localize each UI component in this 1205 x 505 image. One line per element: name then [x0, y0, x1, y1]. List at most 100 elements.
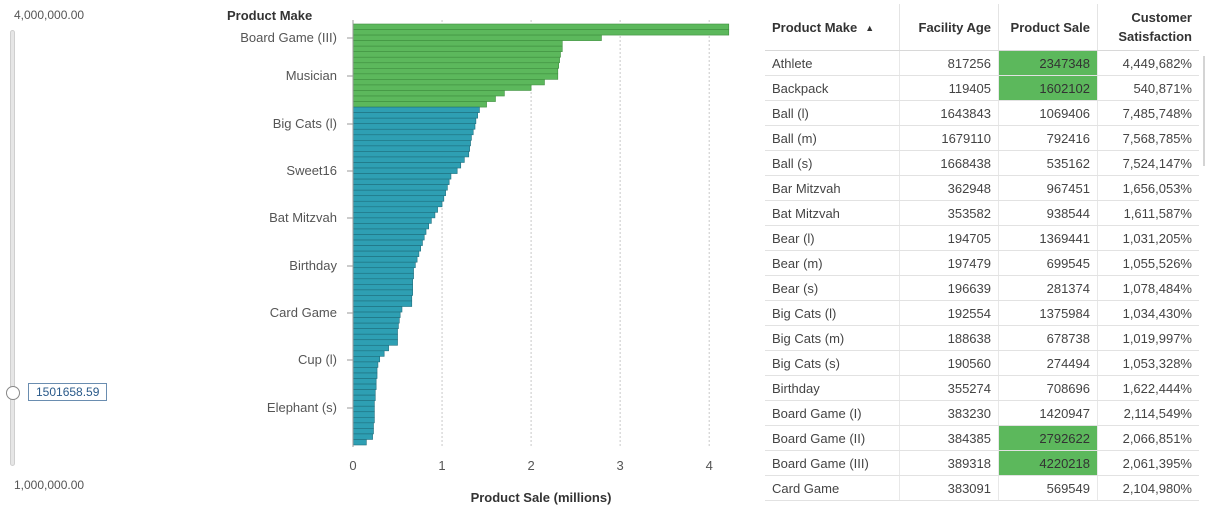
bar[interactable]: [352, 367, 378, 374]
bar[interactable]: [352, 272, 414, 280]
bar[interactable]: [352, 428, 374, 435]
bar[interactable]: [352, 62, 559, 69]
column-header-customer-satisfaction[interactable]: Customer Satisfaction: [1097, 4, 1199, 51]
table-row[interactable]: Board Game (III) 389318 4220218 2,061,395%: [765, 450, 1199, 476]
bar[interactable]: [352, 322, 399, 329]
bar[interactable]: [352, 234, 425, 241]
bar[interactable]: [352, 328, 398, 335]
bar[interactable]: [352, 156, 465, 163]
table-row[interactable]: Ball (l) 1643843 1069406 7,485,748%: [765, 100, 1199, 126]
bar[interactable]: [352, 123, 476, 130]
bar[interactable]: [352, 417, 375, 424]
table-row[interactable]: Board Game (I) 383230 1420947 2,114,549%: [765, 400, 1199, 426]
bar[interactable]: [352, 261, 416, 269]
table-row[interactable]: Bat Mitzvah 353582 938544 1,611,587%: [765, 200, 1199, 226]
bar[interactable]: [352, 178, 450, 185]
bar[interactable]: [352, 278, 413, 285]
bar[interactable]: [352, 173, 452, 180]
table-scrollbar[interactable]: [1203, 56, 1205, 166]
bar[interactable]: [352, 56, 560, 64]
bar[interactable]: [352, 411, 375, 418]
bar[interactable]: [352, 350, 385, 357]
bar[interactable]: [352, 128, 474, 136]
bar[interactable]: [352, 333, 398, 341]
table-row[interactable]: Bar Mitzvah 362948 967451 1,656,053%: [765, 175, 1199, 201]
bar[interactable]: [352, 311, 401, 318]
bar[interactable]: [352, 23, 730, 30]
bar[interactable]: [352, 405, 375, 413]
bar[interactable]: [352, 394, 376, 401]
table-row[interactable]: Bear (m) 197479 699545 1,055,526%: [765, 250, 1199, 276]
bar[interactable]: [352, 195, 445, 202]
bar[interactable]: [352, 267, 414, 274]
column-header-product-sale[interactable]: Product Sale: [998, 4, 1098, 51]
bar[interactable]: [352, 112, 478, 119]
bar[interactable]: [352, 439, 367, 446]
bar[interactable]: [352, 245, 421, 252]
bar[interactable]: [352, 162, 462, 169]
bar[interactable]: [352, 40, 563, 47]
bar[interactable]: [352, 84, 532, 91]
table-row[interactable]: Board Game (II) 384385 2792622 2,066,851%: [765, 425, 1199, 451]
bar[interactable]: [352, 151, 470, 158]
bar[interactable]: [352, 378, 377, 385]
bar[interactable]: [352, 73, 559, 80]
bar[interactable]: [352, 206, 438, 213]
bar[interactable]: [352, 117, 477, 125]
slider-handle[interactable]: [6, 386, 20, 401]
bar[interactable]: [352, 140, 471, 147]
slider-value-box[interactable]: 1501658.59: [28, 383, 108, 402]
bar[interactable]: [352, 217, 432, 224]
bar[interactable]: [352, 212, 436, 219]
bar[interactable]: [352, 184, 448, 191]
bar[interactable]: [352, 383, 377, 390]
bar[interactable]: [352, 295, 413, 302]
bar[interactable]: [352, 29, 730, 36]
bar[interactable]: [352, 68, 559, 75]
bar[interactable]: [352, 167, 458, 174]
bar[interactable]: [352, 300, 413, 307]
bar[interactable]: [352, 356, 381, 363]
table-row[interactable]: Big Cats (s) 190560 274494 1,053,328%: [765, 350, 1199, 376]
table-row[interactable]: Card Game 383091 569549 2,104,980%: [765, 475, 1199, 501]
bar[interactable]: [352, 45, 563, 52]
table-row[interactable]: Big Cats (m) 188638 678738 1,019,997%: [765, 325, 1199, 351]
bar[interactable]: [352, 339, 398, 346]
table-row[interactable]: Big Cats (l) 192554 1375984 1,034,430%: [765, 300, 1199, 326]
bar[interactable]: [352, 389, 376, 396]
bar[interactable]: [352, 79, 545, 86]
bar[interactable]: [352, 101, 487, 108]
bar[interactable]: [352, 400, 375, 407]
bar[interactable]: [352, 145, 470, 152]
bar[interactable]: [352, 317, 400, 324]
bar[interactable]: [352, 228, 427, 235]
table-row[interactable]: Bear (l) 194705 1369441 1,031,205%: [765, 225, 1199, 251]
column-header-facility-age[interactable]: Facility Age: [899, 4, 999, 51]
table-row[interactable]: Bear (s) 196639 281374 1,078,484%: [765, 275, 1199, 301]
slider-track[interactable]: [10, 30, 15, 466]
bar[interactable]: [352, 34, 602, 41]
bar[interactable]: [352, 289, 413, 296]
table-row[interactable]: Ball (s) 1668438 535162 7,524,147%: [765, 150, 1199, 176]
bar[interactable]: [352, 223, 429, 230]
bar[interactable]: [352, 200, 443, 208]
bar[interactable]: [352, 361, 379, 368]
bar[interactable]: [352, 284, 413, 291]
table-row[interactable]: Birthday 355274 708696 1,622,444%: [765, 375, 1199, 401]
bar[interactable]: [352, 90, 505, 97]
bar[interactable]: [352, 239, 423, 246]
table-row[interactable]: Ball (m) 1679110 792416 7,568,785%: [765, 125, 1199, 151]
bar[interactable]: [352, 372, 378, 379]
bar[interactable]: [352, 134, 472, 141]
bar[interactable]: [352, 51, 561, 58]
bar[interactable]: [352, 344, 389, 352]
table-row[interactable]: Athlete 817256 2347348 4,449,682%: [765, 50, 1199, 76]
bar[interactable]: [352, 106, 480, 113]
table-row[interactable]: Backpack 119405 1602102 540,871%: [765, 75, 1199, 101]
bar[interactable]: [352, 256, 418, 263]
bar[interactable]: [352, 306, 403, 313]
bar[interactable]: [352, 422, 374, 429]
bar[interactable]: [352, 95, 496, 102]
bar[interactable]: [352, 433, 373, 440]
bar[interactable]: [352, 250, 420, 257]
